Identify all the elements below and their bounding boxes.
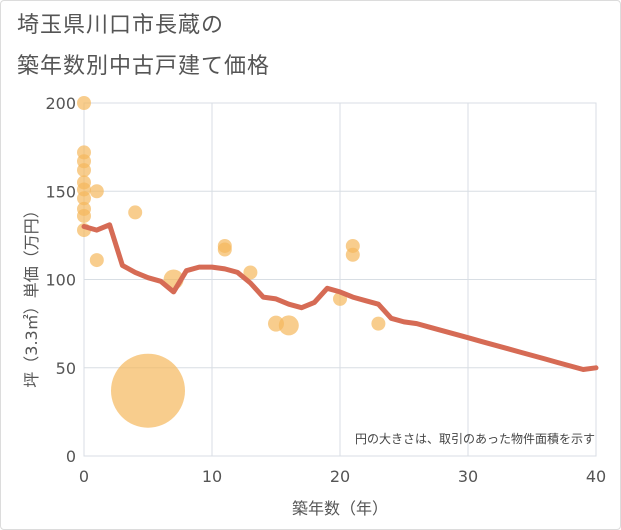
data-bubble xyxy=(77,208,91,223)
x-tick-label: 0 xyxy=(79,467,89,486)
x-tick-label: 20 xyxy=(330,467,350,486)
line-layer xyxy=(81,222,599,372)
data-bubble xyxy=(89,253,104,268)
chart-title-line1: 埼玉県川口市長蔵の xyxy=(17,13,225,38)
x-tick-label: 30 xyxy=(458,467,478,486)
chart-title-line2: 築年数別中古戸建て価格 xyxy=(17,54,271,79)
x-tick-labels: 0 10 20 30 40 xyxy=(79,467,606,486)
y-axis-label: 坪（3.3㎡）単価（万円） xyxy=(22,202,41,387)
data-bubble xyxy=(278,315,299,336)
data-bubble xyxy=(77,96,91,110)
data-bubble xyxy=(217,242,232,257)
x-tick-label: 40 xyxy=(586,467,606,486)
y-tick-labels: 0 50 100 150 200 xyxy=(45,94,76,466)
y-tick-label: 150 xyxy=(45,182,76,201)
data-bubble xyxy=(371,316,386,331)
average-price-line xyxy=(81,222,599,372)
x-axis-label: 築年数（年） xyxy=(292,499,388,518)
data-bubble xyxy=(89,184,104,199)
data-bubble xyxy=(77,191,91,206)
size-note: 円の大きさは、取引のあった物件面積を示す xyxy=(355,431,595,446)
data-bubble xyxy=(345,247,360,262)
bubble-layer xyxy=(77,96,386,428)
y-tick-label: 100 xyxy=(45,271,76,290)
y-tick-label: 50 xyxy=(56,359,76,378)
data-bubble xyxy=(243,265,258,280)
data-bubble xyxy=(128,205,143,220)
x-tick-label: 10 xyxy=(202,467,222,486)
data-bubble xyxy=(77,163,91,178)
data-bubble xyxy=(111,353,185,428)
y-tick-label: 200 xyxy=(45,94,76,113)
y-tick-label: 0 xyxy=(66,447,76,466)
